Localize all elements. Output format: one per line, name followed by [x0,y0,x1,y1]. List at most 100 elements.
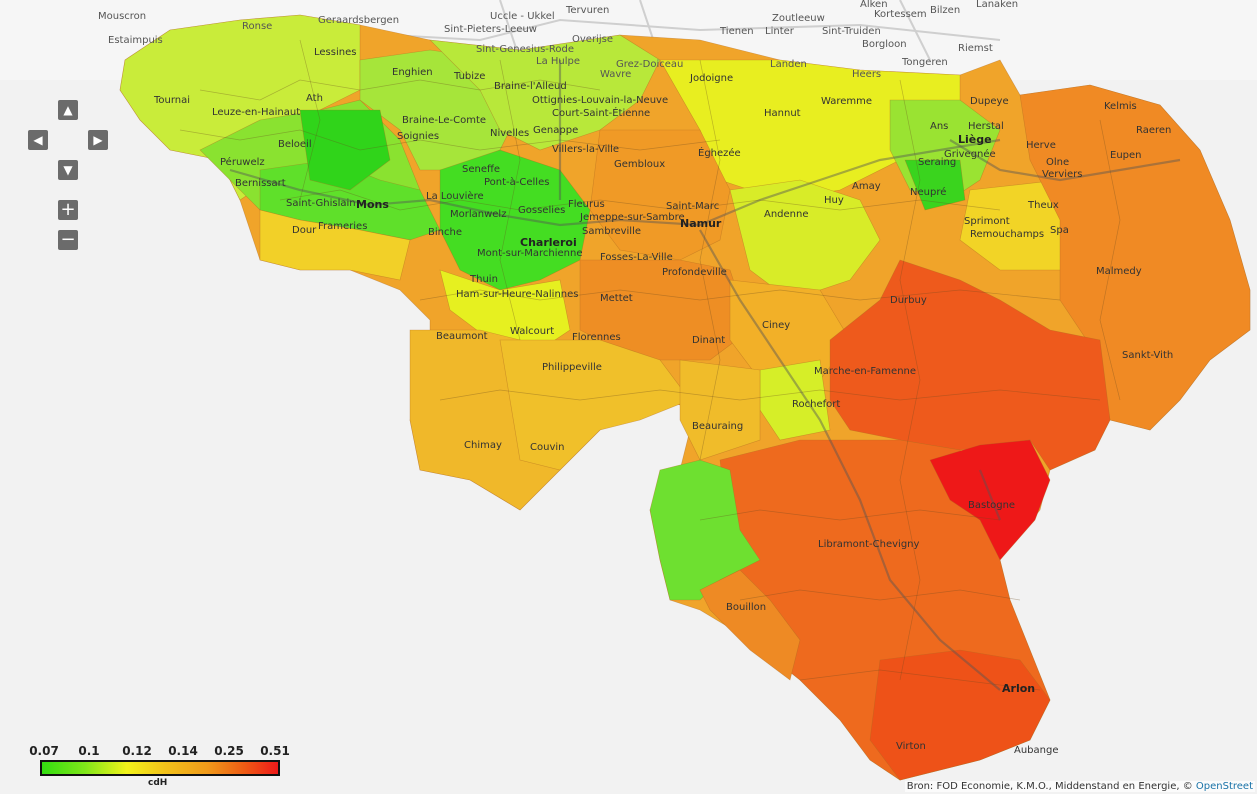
place-label: Bilzen [930,5,961,16]
attribution-text: Bron: FOD Economie, K.M.O., Middenstand … [906,781,1196,792]
place-label: Dour [292,225,317,236]
place-label: Sprimont [964,216,1010,227]
place-label: Mons [356,198,389,211]
place-label: Éghezée [698,148,741,159]
place-label: Libramont-Chevigny [818,539,920,550]
place-label: La Louvière [426,191,484,202]
place-label: Kortessem [874,9,927,20]
place-label: Fleurus [568,199,605,210]
place-label: Marche-en-Famenne [814,366,917,377]
place-label: Malmedy [1096,266,1142,277]
place-label: Leuze-en-Hainaut [212,107,301,118]
place-label: Uccle - Ukkel [490,11,555,22]
place-label: Charleroi [520,236,577,249]
municipal-borders [179,39,1121,691]
place-label: Sint-Truiden [822,26,881,37]
place-label: Wavre [600,69,632,80]
region-arlon-virton [869,649,1051,781]
legend-tick: 0.12 [122,744,152,758]
place-label: Heers [852,69,882,80]
region-bastogne [929,439,1051,561]
motorways [229,60,1181,691]
pan-up-button[interactable]: ▲ [58,100,78,120]
place-label: Kelmis [1104,101,1137,112]
region-namur-south [579,259,751,361]
place-label: Saint-Ghislain [286,198,356,209]
place-label: Herve [1026,140,1056,151]
place-label: Sankt-Vith [1122,350,1174,361]
pan-right-button[interactable]: ▶ [88,130,108,150]
legend-tick: 0.25 [214,744,244,758]
place-label: Péruwelz [220,157,265,168]
place-label: Andenne [764,209,809,220]
place-label: Nivelles [490,128,530,139]
region-east-cantons [1019,84,1251,431]
place-label: Herstal [968,121,1004,132]
place-label: Philippeville [542,362,602,373]
place-label: Fosses-La-Ville [600,252,673,263]
zoom-out-button[interactable]: − [58,230,78,250]
place-label: Tubize [454,71,486,82]
region-philippeville-couvin [499,339,691,471]
legend-tick: 0.1 [78,744,100,758]
place-label: Sint-Genesius-Rode [476,44,575,55]
place-label: Durbuy [890,295,927,306]
place-label: Ottignies-Louvain-la-Neuve [532,95,669,106]
place-label: Grivegnée [944,149,996,160]
place-label: Olne [1046,157,1070,168]
legend-ticks: 0.07 0.1 0.12 0.14 0.25 0.51 [26,744,290,758]
place-label: Jemeppe-sur-Sambre [580,212,685,223]
place-label: Beloeil [278,139,312,150]
place-label: Liège [958,133,992,146]
place-label: Enghien [392,67,433,78]
place-label: Dinant [692,335,726,346]
place-label: Waremme [821,96,873,107]
place-label: Seneffe [462,164,501,175]
attribution: Bron: FOD Economie, K.M.O., Middenstand … [904,781,1255,792]
place-label: Sambreville [582,226,642,237]
region-brabant [429,34,661,151]
place-label: Seraing [918,157,957,168]
place-label: Pont-à-Celles [484,177,550,188]
place-label: Neupré [910,187,947,198]
place-label: Bernissart [235,178,286,189]
place-label: Theux [1028,200,1059,211]
place-label: Rochefort [792,399,841,410]
place-label: Amay [852,181,881,192]
place-label: Walcourt [510,326,555,337]
legend-tick: 0.14 [168,744,198,758]
place-label: Ronse [242,21,273,32]
place-label: Villers-la-Ville [552,144,620,155]
place-label: Borgloon [862,39,907,50]
place-label: Zoutleeuw [772,13,825,24]
place-label: Spa [1050,225,1069,236]
place-label: Lessines [314,47,357,58]
place-label: Ciney [762,320,791,331]
place-label: Raeren [1136,125,1172,136]
place-label: Mettet [600,293,633,304]
place-label: Alken [860,0,888,10]
place-label: Mont-sur-Marchienne [477,248,583,259]
place-label: Ans [930,121,949,132]
place-label: Huy [824,195,844,206]
place-label: Eupen [1110,150,1142,161]
place-label: Hannut [764,108,801,119]
pan-left-button[interactable]: ◀ [28,130,48,150]
place-label: Profondeville [662,267,727,278]
place-label: Beaumont [436,331,488,342]
place-label: Arlon [1002,682,1036,695]
zoom-in-button[interactable]: + [58,200,78,220]
pan-down-button[interactable]: ▼ [58,160,78,180]
place-label: Virton [896,741,926,752]
place-label: Namur [680,217,722,230]
place-label: Couvin [530,442,565,453]
place-label: Frameries [318,221,368,232]
place-label: Tervuren [566,5,610,16]
regions [119,14,1251,781]
place-label: Morlanwelz [450,209,507,220]
place-label: Aubange [1014,745,1059,756]
place-label: La Hulpe [536,56,581,67]
attribution-link[interactable]: OpenStreet [1195,781,1253,792]
place-label: Chimay [464,440,502,451]
